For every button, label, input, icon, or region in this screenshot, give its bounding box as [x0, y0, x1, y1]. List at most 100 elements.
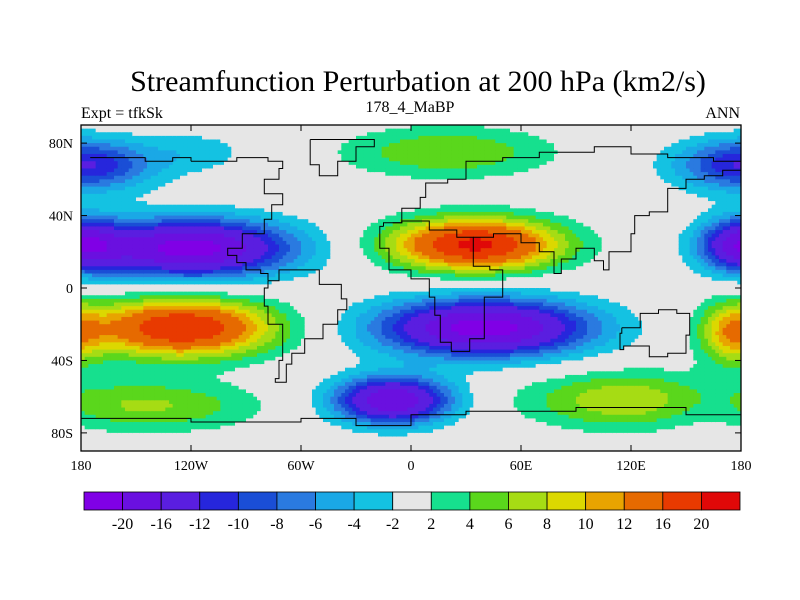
contour-cell: [231, 269, 236, 275]
contour-cell: [209, 447, 214, 451]
contour-cell: [231, 443, 236, 448]
contour-cell: [139, 222, 144, 228]
contour-cell: [147, 219, 152, 224]
contour-cell: [271, 237, 276, 242]
contour-cell: [165, 172, 170, 177]
contour-cell: [279, 139, 284, 144]
contour-cell: [88, 393, 93, 398]
contour-cell: [110, 139, 115, 144]
contour-cell: [246, 407, 251, 412]
contour-cell: [136, 269, 141, 275]
contour-cell: [92, 429, 97, 434]
contour-cell: [132, 146, 137, 151]
contour-cell: [202, 248, 207, 253]
contour-cell: [103, 288, 108, 293]
contour-cell: [242, 230, 247, 235]
contour-cell: [209, 331, 214, 336]
contour-cell: [183, 240, 188, 246]
contour-cell: [114, 432, 119, 438]
contour-cell: [268, 306, 273, 311]
contour-cell: [125, 237, 130, 242]
contour-cell: [224, 396, 229, 401]
contour-cell: [205, 150, 210, 155]
contour-cell: [125, 262, 130, 267]
contour-cell: [99, 150, 104, 155]
contour-cell: [117, 367, 122, 372]
contour-cell: [117, 443, 122, 448]
contour-cell: [92, 316, 97, 322]
contour-cell: [84, 248, 89, 253]
contour-cell: [224, 335, 229, 340]
contour-cell: [110, 135, 115, 141]
contour-cell: [260, 440, 265, 445]
contour-cell: [121, 411, 126, 416]
contour-cell: [81, 146, 86, 151]
contour-cell: [271, 403, 276, 409]
contour-cell: [264, 259, 269, 264]
contour-cell: [198, 382, 203, 387]
contour-cell: [165, 389, 170, 394]
contour-cell: [88, 128, 93, 133]
contour-cell: [99, 269, 104, 275]
contour-cell: [117, 432, 122, 438]
contour-cell: [198, 226, 203, 231]
contour-cell: [128, 447, 133, 451]
contour-cell: [147, 132, 152, 137]
contour-cell: [249, 179, 254, 184]
contour-cell: [121, 143, 126, 148]
contour-cell: [231, 306, 236, 311]
contour-cell: [213, 360, 218, 365]
contour-cell: [264, 175, 269, 180]
contour-cell: [235, 396, 240, 401]
contour-cell: [136, 338, 141, 343]
contour-cell: [139, 132, 144, 137]
contour-cell: [275, 356, 280, 362]
contour-cell: [154, 335, 159, 340]
contour-cell: [275, 172, 280, 177]
contour-cell: [271, 226, 276, 231]
contour-cell: [154, 378, 159, 383]
contour-cell: [194, 338, 199, 343]
contour-cell: [128, 400, 133, 405]
contour-cell: [150, 324, 155, 329]
contour-cell: [194, 378, 199, 383]
contour-cell: [216, 316, 221, 322]
contour-cell: [110, 186, 115, 191]
contour-cell: [169, 295, 174, 300]
contour-cell: [216, 132, 221, 137]
contour-cell: [282, 135, 287, 141]
contour-cell: [169, 175, 174, 180]
contour-cell: [88, 335, 93, 340]
contour-cell: [180, 237, 185, 242]
contour-cell: [205, 193, 210, 199]
contour-cell: [103, 132, 108, 137]
contour-cell: [268, 179, 273, 184]
contour-cell: [147, 204, 152, 209]
contour-cell: [238, 222, 243, 228]
contour-cell: [128, 150, 133, 155]
contour-cell: [81, 215, 86, 220]
contour-cell: [143, 132, 148, 137]
contour-cell: [114, 306, 119, 311]
contour-cell: [92, 230, 97, 235]
contour-cell: [103, 226, 108, 231]
contour-cell: [183, 429, 188, 434]
contour-cell: [242, 259, 247, 264]
contour-cell: [143, 251, 148, 256]
contour-cell: [158, 161, 163, 166]
contour-cell: [246, 393, 251, 398]
contour-cell: [110, 204, 115, 209]
contour-cell: [147, 309, 152, 314]
contour-cell: [95, 248, 100, 253]
contour-cell: [147, 295, 152, 300]
contour-cell: [220, 273, 225, 278]
contour-cell: [220, 302, 225, 307]
contour-cell: [213, 215, 218, 220]
contour-cell: [275, 414, 280, 419]
contour-cell: [139, 422, 144, 427]
contour-cell: [180, 440, 185, 445]
contour-cell: [128, 182, 133, 188]
contour-cell: [224, 143, 229, 148]
contour-cell: [106, 335, 111, 340]
contour-cell: [95, 393, 100, 398]
